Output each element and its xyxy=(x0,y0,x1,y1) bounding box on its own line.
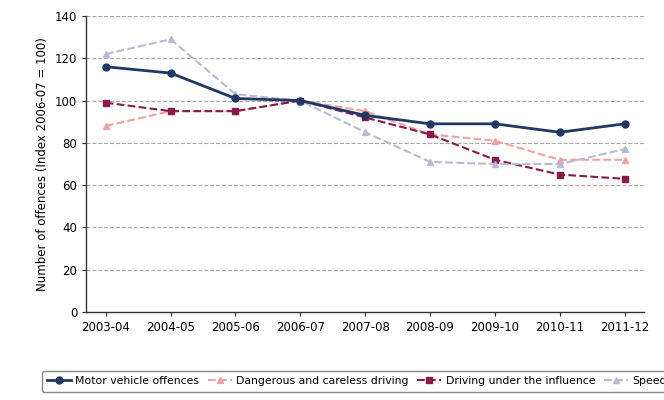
Y-axis label: Number of offences (Index 2006-07 = 100): Number of offences (Index 2006-07 = 100) xyxy=(37,37,49,291)
Motor vehicle offences xyxy=(232,96,240,101)
Dangerous and careless driving xyxy=(296,98,304,103)
Speeding xyxy=(556,162,564,166)
Driving under the influence xyxy=(556,172,564,177)
Line: Dangerous and careless driving: Dangerous and careless driving xyxy=(102,97,628,163)
Motor vehicle offences xyxy=(102,64,110,69)
Driving under the influence xyxy=(621,176,629,181)
Driving under the influence xyxy=(296,98,304,103)
Speeding xyxy=(491,162,499,166)
Motor vehicle offences xyxy=(491,122,499,126)
Driving under the influence xyxy=(232,109,240,114)
Dangerous and careless driving xyxy=(426,132,434,137)
Driving under the influence xyxy=(426,132,434,137)
Dangerous and careless driving xyxy=(621,157,629,162)
Speeding xyxy=(167,37,175,42)
Motor vehicle offences xyxy=(361,113,369,118)
Dangerous and careless driving xyxy=(491,138,499,143)
Motor vehicle offences xyxy=(167,71,175,76)
Line: Driving under the influence: Driving under the influence xyxy=(102,97,628,182)
Speeding xyxy=(361,130,369,135)
Dangerous and careless driving xyxy=(167,109,175,114)
Driving under the influence xyxy=(361,115,369,120)
Legend: Motor vehicle offences, Dangerous and careless driving, Driving under the influe: Motor vehicle offences, Dangerous and ca… xyxy=(42,371,664,392)
Dangerous and careless driving xyxy=(102,124,110,128)
Motor vehicle offences xyxy=(556,130,564,135)
Line: Motor vehicle offences: Motor vehicle offences xyxy=(102,63,628,136)
Speeding xyxy=(102,52,110,56)
Dangerous and careless driving xyxy=(361,109,369,114)
Dangerous and careless driving xyxy=(556,157,564,162)
Motor vehicle offences xyxy=(621,122,629,126)
Driving under the influence xyxy=(491,157,499,162)
Speeding xyxy=(232,92,240,97)
Line: Speeding: Speeding xyxy=(102,36,628,168)
Speeding xyxy=(426,160,434,164)
Speeding xyxy=(296,98,304,103)
Driving under the influence xyxy=(167,109,175,114)
Dangerous and careless driving xyxy=(232,109,240,114)
Speeding xyxy=(621,147,629,152)
Driving under the influence xyxy=(102,100,110,105)
Motor vehicle offences xyxy=(296,98,304,103)
Motor vehicle offences xyxy=(426,122,434,126)
